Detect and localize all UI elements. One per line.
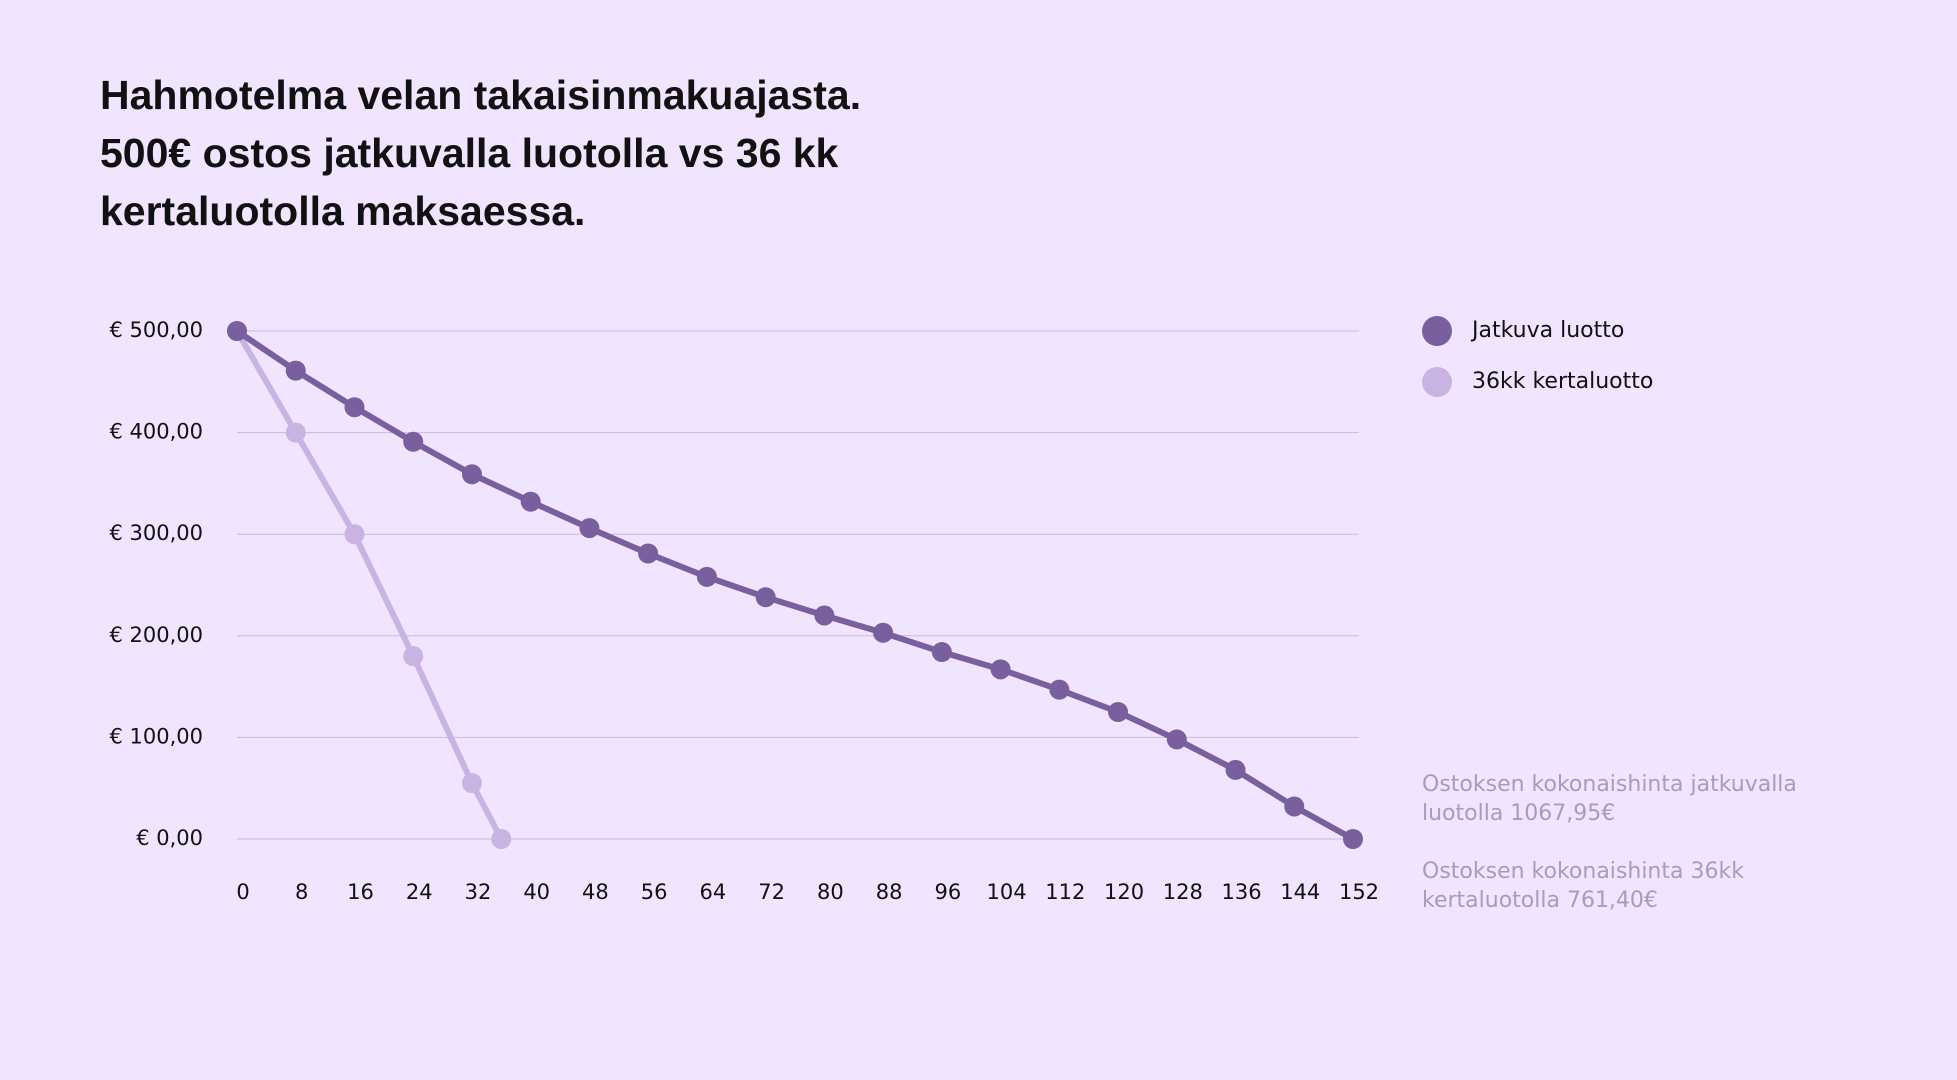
data-point: [638, 543, 659, 564]
data-point: [285, 422, 306, 443]
x-tick-label: 48: [582, 880, 609, 904]
data-point: [461, 464, 482, 485]
data-point: [579, 518, 600, 539]
x-tick-label: 0: [236, 880, 249, 904]
data-point: [227, 321, 247, 341]
data-point: [403, 646, 424, 667]
x-tick-label: 64: [700, 880, 727, 904]
x-tick-label: 8: [295, 880, 308, 904]
y-tick-label: € 400,00: [109, 420, 203, 444]
x-tick-label: 128: [1163, 880, 1203, 904]
data-point: [1108, 702, 1129, 722]
y-tick-label: € 0,00: [136, 826, 203, 850]
data-point: [696, 566, 717, 587]
y-tick-label: € 200,00: [109, 623, 203, 647]
data-point: [814, 605, 835, 626]
data-point: [1049, 679, 1070, 700]
chart-title: Hahmotelma velan takaisinmakuajasta.: [100, 72, 861, 118]
data-point: [461, 773, 482, 794]
data-point: [1284, 796, 1305, 817]
annotation: luotolla 1067,95€: [1422, 801, 1615, 826]
legend-label: Jatkuva luotto: [1470, 318, 1624, 343]
legend-swatch: [1422, 316, 1452, 346]
chart-title: 500€ ostos jatkuvalla luotolla vs 36 kk: [100, 130, 839, 176]
chart-title: kertaluotolla maksaessa.: [100, 188, 585, 234]
data-point: [1225, 759, 1246, 780]
series-line: [235, 328, 1355, 842]
data-point: [285, 360, 306, 381]
x-tick-label: 136: [1221, 880, 1261, 904]
x-tick-label: 104: [987, 880, 1027, 904]
data-point: [520, 491, 541, 512]
data-point: [344, 397, 365, 418]
data-point: [1343, 829, 1363, 849]
legend-label: 36kk kertaluotto: [1472, 369, 1653, 394]
y-tick-label: € 100,00: [109, 724, 203, 748]
data-point: [873, 622, 894, 643]
y-tick-label: € 300,00: [109, 521, 203, 545]
data-point: [344, 524, 365, 545]
data-point: [491, 829, 512, 849]
x-tick-label: 112: [1045, 880, 1085, 904]
data-point: [755, 587, 776, 608]
x-tick-label: 40: [523, 880, 550, 904]
legend-swatch: [1422, 367, 1452, 397]
data-point: [1166, 729, 1187, 750]
data-point: [931, 642, 952, 663]
annotation: Ostoksen kokonaishinta jatkuvalla: [1422, 772, 1797, 797]
x-tick-label: 80: [817, 880, 844, 904]
data-point: [403, 431, 424, 452]
x-tick-label: 32: [465, 880, 492, 904]
x-tick-label: 56: [641, 880, 668, 904]
x-tick-label: 120: [1104, 880, 1144, 904]
x-tick-label: 16: [347, 880, 374, 904]
annotation: kertaluotolla 761,40€: [1422, 888, 1658, 913]
annotation: Ostoksen kokonaishinta 36kk: [1422, 859, 1744, 884]
x-tick-label: 24: [406, 880, 433, 904]
series-line: [234, 329, 504, 841]
x-tick-label: 144: [1280, 880, 1320, 904]
x-tick-label: 96: [934, 880, 961, 904]
y-tick-label: € 500,00: [109, 318, 203, 342]
x-tick-label: 88: [876, 880, 903, 904]
x-tick-label: 152: [1339, 880, 1379, 904]
x-tick-label: 72: [758, 880, 785, 904]
data-point: [990, 659, 1011, 680]
